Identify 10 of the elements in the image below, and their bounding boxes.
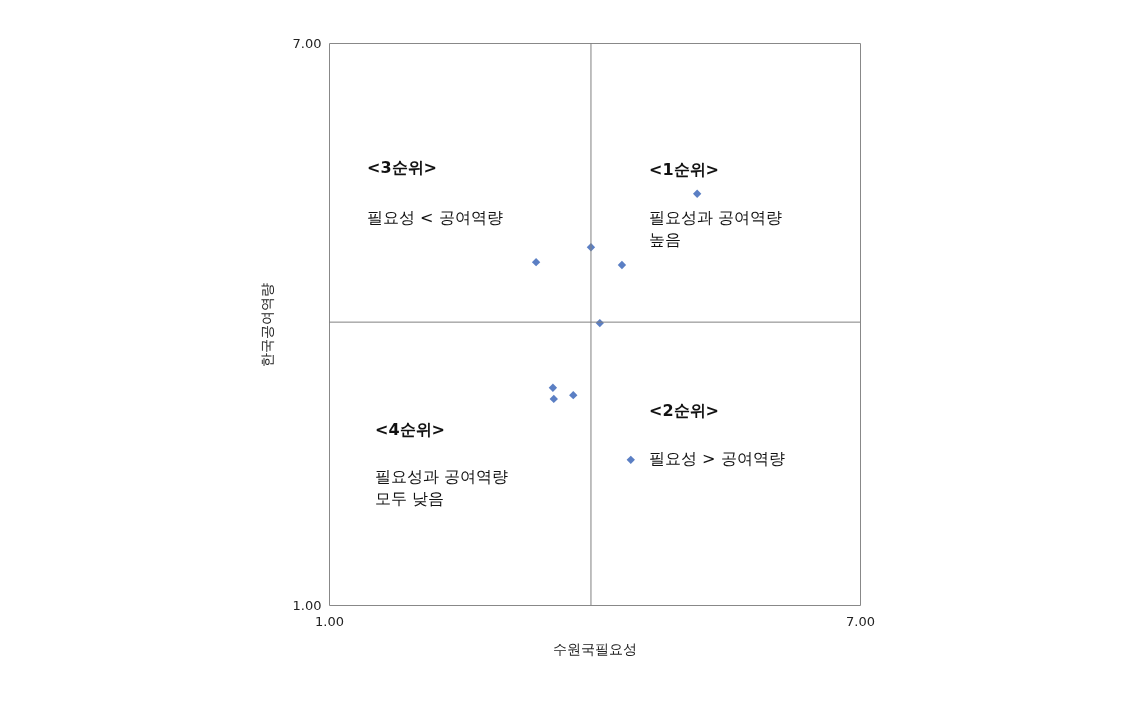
annotation: 필요성 > 공여역량	[649, 449, 785, 468]
annotation: 필요성과 공여역량 높음	[649, 208, 783, 249]
annotation: <4순위>	[375, 420, 445, 439]
annotation: 필요성 < 공여역량	[367, 208, 503, 227]
annotation: <2순위>	[649, 401, 719, 420]
x-axis-title: 수원국필요성	[553, 640, 637, 657]
y-axis-title: 한국공여역량	[258, 282, 275, 367]
annotation: <3순위>	[367, 158, 437, 177]
annotation: <1순위>	[649, 160, 719, 179]
annotation: 필요성과 공여역량 모두 낮음	[375, 467, 509, 508]
